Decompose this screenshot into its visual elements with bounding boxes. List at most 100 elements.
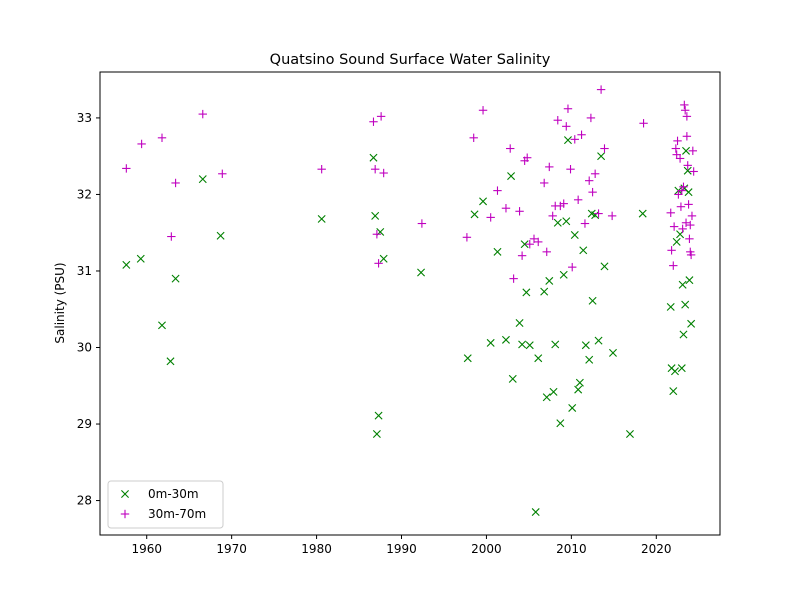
data-point-x: [591, 211, 600, 220]
data-point-plus: [157, 133, 167, 143]
x-tick-label: 1970: [216, 542, 247, 556]
data-point-plus: [218, 169, 227, 178]
data-point-x: [520, 240, 529, 249]
data-point-x: [371, 211, 380, 220]
data-point-plus: [682, 112, 692, 121]
data-point-x: [542, 393, 551, 402]
data-point-plus: [525, 239, 534, 249]
data-point-x: [171, 274, 180, 283]
data-point-plus: [171, 178, 180, 188]
data-point-plus: [680, 100, 689, 110]
data-point-plus: [673, 136, 682, 146]
data-point-plus: [683, 161, 692, 170]
data-point-plus: [596, 85, 606, 94]
data-point-plus: [462, 233, 472, 242]
data-point-x: [678, 280, 687, 289]
data-point-x: [579, 246, 588, 255]
series-30m-70m: [122, 85, 698, 283]
data-point-plus: [688, 146, 698, 156]
data-point-plus: [548, 211, 557, 221]
data-point-x: [563, 136, 572, 145]
data-point-plus: [679, 182, 688, 191]
y-tick-label: 33: [77, 111, 92, 125]
data-point-x: [684, 188, 693, 197]
legend-label: 0m-30m: [148, 487, 199, 501]
data-point-x: [687, 319, 696, 328]
data-point-x: [534, 354, 543, 363]
data-point-plus: [553, 116, 562, 125]
data-point-x: [493, 247, 502, 256]
data-point-x: [670, 367, 679, 376]
y-tick-label: 32: [77, 187, 92, 201]
data-point-plus: [529, 234, 539, 244]
data-point-plus: [568, 262, 577, 272]
data-point-x: [685, 276, 694, 285]
data-point-x: [463, 354, 472, 363]
data-point-x: [681, 300, 690, 309]
data-point-plus: [570, 135, 579, 144]
data-point-plus: [515, 207, 524, 216]
data-point-plus: [506, 144, 515, 153]
data-point-x: [369, 153, 378, 162]
legend: 0m-30m 30m-70m: [107, 480, 224, 529]
data-point-plus: [588, 187, 597, 197]
data-point-plus: [523, 153, 532, 162]
x-axis-ticks: 1960 1970 1980 1990 2000 2010 2020: [131, 535, 672, 556]
data-point-x: [166, 357, 175, 366]
data-point-x: [531, 508, 540, 517]
data-point-x: [559, 270, 568, 279]
data-series: [122, 85, 698, 517]
legend-marker: [120, 509, 130, 519]
data-point-plus: [681, 218, 691, 227]
data-point-plus: [478, 106, 488, 115]
plot-frame: [99, 71, 721, 536]
x-tick-label: 1980: [301, 542, 332, 556]
data-point-x: [666, 302, 675, 311]
data-point-x: [501, 335, 510, 344]
data-point-x: [158, 321, 166, 330]
data-point-x: [608, 348, 617, 357]
data-point-x: [568, 403, 577, 412]
data-point-x: [374, 411, 383, 420]
series-0m-30m: [122, 136, 696, 517]
legend-box: [107, 480, 224, 529]
data-point-x: [525, 341, 534, 350]
data-point-plus: [675, 154, 685, 163]
data-point-plus: [501, 204, 511, 213]
data-point-x: [508, 374, 517, 383]
data-point-plus: [573, 195, 583, 205]
data-point-plus: [666, 208, 675, 218]
legend-marker: [121, 490, 129, 498]
data-point-x: [486, 338, 495, 347]
data-point-plus: [486, 213, 495, 222]
data-point-plus: [370, 164, 380, 174]
data-point-x: [518, 340, 527, 349]
data-point-plus: [594, 209, 603, 218]
data-point-plus: [562, 122, 571, 131]
data-point-plus: [685, 234, 694, 244]
data-point-x: [570, 231, 579, 239]
data-point-x: [625, 429, 634, 438]
data-point-x: [588, 296, 597, 305]
data-point-x: [417, 268, 426, 277]
data-point-plus: [379, 168, 388, 178]
data-point-x: [683, 166, 692, 175]
y-tick-label: 29: [77, 417, 92, 431]
data-point-x: [216, 231, 225, 240]
data-point-plus: [122, 164, 131, 173]
data-point-plus: [577, 130, 586, 139]
data-point-x: [556, 419, 565, 428]
data-point-plus: [198, 109, 207, 119]
data-point-x: [122, 260, 131, 269]
data-point-plus: [667, 246, 676, 255]
data-point-plus: [563, 104, 573, 113]
data-point-plus: [590, 169, 600, 178]
y-tick-label: 31: [77, 264, 92, 278]
data-point-x: [679, 330, 688, 339]
data-point-plus: [167, 232, 176, 241]
chart-title: Quatsino Sound Surface Water Salinity: [270, 52, 551, 68]
y-tick-label: 28: [77, 494, 92, 508]
x-tick-label: 1960: [131, 542, 162, 556]
data-point-x: [198, 175, 207, 184]
